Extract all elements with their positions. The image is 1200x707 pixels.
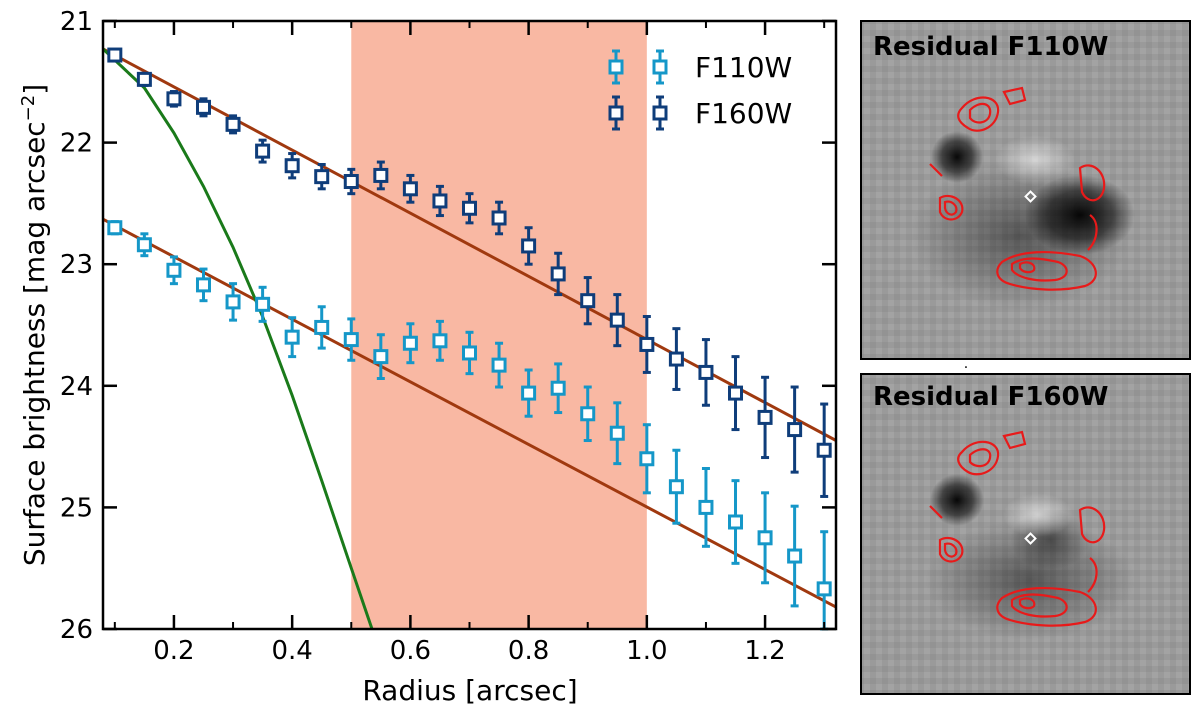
residual-panel-f110w: Residual F110W: [860, 20, 1191, 360]
data-point: [787, 422, 803, 438]
data-point: [521, 385, 537, 401]
data-point: [373, 349, 389, 365]
data-point: [462, 345, 477, 361]
data-point: [550, 266, 566, 282]
data-point: [728, 514, 744, 530]
legend-marker: [608, 105, 624, 121]
y-tick-label: 24: [60, 372, 93, 402]
data-point: [580, 293, 596, 309]
data-point: [639, 336, 655, 352]
shaded-region: [351, 21, 647, 629]
data-point: [107, 220, 123, 236]
data-point: [728, 385, 744, 401]
x-tick-label: 1.0: [626, 636, 667, 666]
legend: F110W F160W: [608, 49, 792, 131]
data-point: [225, 116, 241, 132]
x-tick-label: 0.2: [153, 636, 194, 666]
data-point: [373, 167, 389, 183]
panel-title-f110w: Residual F110W: [873, 32, 1108, 62]
y-tick-label: 22: [60, 129, 93, 159]
legend-entry: F110W: [608, 49, 792, 85]
data-point: [521, 238, 537, 254]
legend-marker: [608, 59, 624, 75]
data-series: [107, 47, 832, 631]
data-point: [491, 357, 507, 373]
data-point: [639, 451, 655, 467]
series-f110w: [107, 220, 832, 631]
data-point: [757, 530, 773, 546]
data-point: [195, 99, 211, 115]
data-point: [284, 158, 300, 174]
data-point: [816, 442, 832, 458]
svg-text:·: ·: [964, 360, 968, 376]
x-tick-label: 0.8: [508, 636, 549, 666]
data-point: [816, 581, 832, 597]
data-point: [166, 91, 182, 107]
data-point: [787, 548, 803, 564]
data-point: [343, 332, 359, 348]
data-point: [580, 406, 596, 422]
data-point: [668, 479, 684, 495]
data-point: [462, 200, 477, 216]
data-point: [314, 169, 330, 185]
data-point: [402, 335, 418, 351]
data-point: [698, 364, 714, 380]
y-axis: 21 22 23 24 25 26: [60, 7, 836, 645]
fit-F160W: [103, 47, 836, 442]
y-axis-label: Surface brightness [mag arcsec−2]: [18, 84, 51, 566]
data-point: [609, 312, 625, 328]
data-point: [668, 351, 684, 367]
data-point: [225, 294, 241, 310]
data-point: [432, 333, 448, 349]
panel-title-f160w: Residual F160W: [873, 382, 1108, 412]
data-point: [136, 237, 152, 253]
data-point: [757, 409, 773, 425]
series-f160w: [107, 47, 832, 498]
data-point: [107, 47, 123, 63]
data-point: [343, 174, 359, 190]
data-point: [402, 181, 418, 197]
data-point: [550, 380, 566, 396]
y-tick-label: 21: [60, 7, 93, 37]
model-curves: [103, 47, 836, 629]
x-tick-label: 0.4: [271, 636, 312, 666]
residual-panel-f160w: Residual F160W: [860, 373, 1191, 695]
data-point: [491, 210, 507, 226]
y-tick-label: 25: [60, 493, 93, 523]
legend-label: F110W: [695, 51, 792, 84]
data-point: [136, 71, 152, 87]
fit-F110W: [103, 217, 836, 609]
x-tick-label: 1.2: [744, 636, 785, 666]
data-point: [609, 425, 625, 441]
data-point: [314, 319, 330, 335]
legend-entry: F160W: [608, 95, 792, 131]
contours-f160w: [929, 430, 1106, 627]
legend-marker: [652, 105, 668, 121]
main-plot: 0.2 0.4 0.6 0.8 1.0 1.2 21 22 23 24 25 26 Radius […: [18, 7, 838, 707]
x-axis: 0.2 0.4 0.6 0.8 1.0 1.2: [113, 21, 826, 666]
y-tick-label: 23: [60, 250, 93, 280]
data-point: [284, 329, 300, 345]
data-point: [195, 277, 211, 293]
legend-label: F160W: [695, 97, 792, 130]
data-point: [432, 193, 448, 209]
x-axis-label: Radius [arcsec]: [362, 674, 577, 707]
contours-f110w: [929, 86, 1106, 291]
data-point: [166, 262, 182, 278]
y-tick-label: 26: [60, 615, 93, 645]
x-tick-label: 0.6: [390, 636, 431, 666]
data-point: [255, 143, 271, 159]
data-point: [255, 296, 271, 312]
data-point: [698, 499, 714, 515]
psf-curve: [103, 47, 374, 629]
legend-marker: [652, 59, 668, 75]
